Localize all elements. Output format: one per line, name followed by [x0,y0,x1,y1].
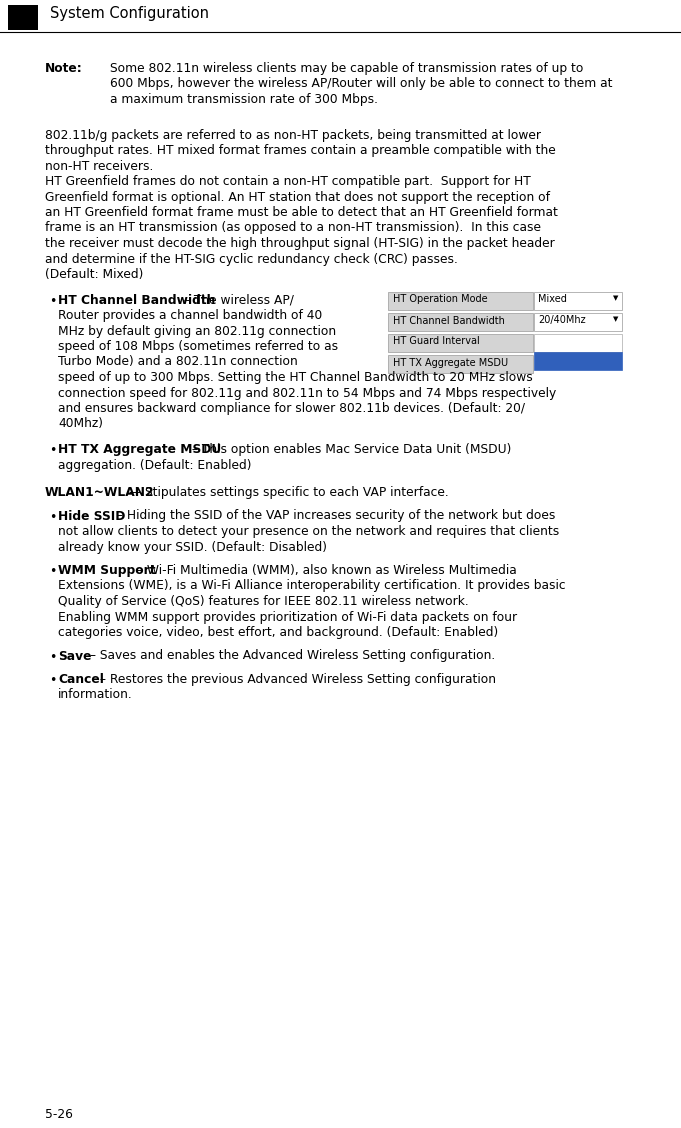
Bar [388,312,533,331]
Text: 600 Mbps, however the wireless AP/Router will only be able to connect to them at: 600 Mbps, however the wireless AP/Router… [110,78,612,90]
Text: HT Channel Bandwidth: HT Channel Bandwidth [393,316,505,326]
Text: ▼: ▼ [613,296,618,301]
Text: 20Mhz: 20Mhz [538,336,570,346]
Text: not allow clients to detect your presence on the network and requires that clien: not allow clients to detect your presenc… [58,525,559,538]
Text: HT TX Aggregate MSDU: HT TX Aggregate MSDU [393,358,508,368]
Text: aggregation. (Default: Enabled): aggregation. (Default: Enabled) [58,458,251,472]
Bar [388,334,533,352]
Bar [388,291,533,309]
Text: 5-26: 5-26 [45,1108,73,1121]
Text: speed of 108 Mbps (sometimes referred to as: speed of 108 Mbps (sometimes referred to… [58,340,338,353]
Text: – This option enables Mac Service Data Unit (MSDU): – This option enables Mac Service Data U… [188,443,511,456]
Text: ▼: ▼ [613,317,618,323]
Text: Note:: Note: [45,62,83,74]
Text: Save: Save [58,650,91,662]
Text: 802.11b/g packets are referred to as non-HT packets, being transmitted at lower: 802.11b/g packets are referred to as non… [45,129,541,141]
Text: 20/40Mhz: 20/40Mhz [538,354,586,364]
Text: – Wi-Fi Multimedia (WMM), also known as Wireless Multimedia: – Wi-Fi Multimedia (WMM), also known as … [133,564,517,578]
Text: HT Guard Interval: HT Guard Interval [393,336,479,346]
Bar [534,291,622,309]
Text: Turbo Mode) and a 802.11n connection: Turbo Mode) and a 802.11n connection [58,355,298,369]
Text: Mixed: Mixed [538,294,567,305]
Text: Router provides a channel bandwidth of 40: Router provides a channel bandwidth of 4… [58,309,322,321]
Text: – Restores the previous Advanced Wireless Setting configuration: – Restores the previous Advanced Wireles… [96,673,496,686]
Text: Cancel: Cancel [58,673,104,686]
Text: Enabling WMM support provides prioritization of Wi-Fi data packets on four: Enabling WMM support provides prioritiza… [58,610,517,624]
Text: HT Channel Bandwidth: HT Channel Bandwidth [58,293,215,307]
Text: •: • [49,651,57,663]
Text: and ensures backward compliance for slower 802.11b devices. (Default: 20/: and ensures backward compliance for slow… [58,402,525,415]
Bar [534,352,622,370]
Text: 20/40Mhz: 20/40Mhz [538,316,586,326]
Text: •: • [49,565,57,578]
Bar [534,334,622,352]
Bar [8,5,38,30]
Text: 5: 5 [16,3,31,24]
Text: Extensions (WME), is a Wi-Fi Alliance interoperability certification. It provide: Extensions (WME), is a Wi-Fi Alliance in… [58,580,566,592]
Text: an HT Greenfield format frame must be able to detect that an HT Greenfield forma: an HT Greenfield format frame must be ab… [45,206,558,219]
Text: a maximum transmission rate of 300 Mbps.: a maximum transmission rate of 300 Mbps. [110,92,378,106]
Text: Greenfield format is optional. An HT station that does not support the reception: Greenfield format is optional. An HT sta… [45,191,550,203]
Text: and determine if the HT-SIG cyclic redundancy check (CRC) passes.: and determine if the HT-SIG cyclic redun… [45,253,458,265]
Text: HT TX Aggregate MSDU: HT TX Aggregate MSDU [58,443,221,456]
Text: connection speed for 802.11g and 802.11n to 54 Mbps and 74 Mbps respectively: connection speed for 802.11g and 802.11n… [58,387,556,399]
Text: – Hiding the SSID of the VAP increases security of the network but does: – Hiding the SSID of the VAP increases s… [113,510,556,522]
Text: System Configuration: System Configuration [50,6,209,21]
Text: frame is an HT transmission (as opposed to a non-HT transmission).  In this case: frame is an HT transmission (as opposed … [45,221,541,235]
Text: •: • [49,444,57,457]
Text: •: • [49,294,57,308]
Text: •: • [49,511,57,523]
Text: – The wireless AP/: – The wireless AP/ [180,293,294,307]
Text: speed of up to 300 Mbps. Setting the HT Channel Bandwidth to 20 MHz slows: speed of up to 300 Mbps. Setting the HT … [58,371,533,384]
Text: categories voice, video, best effort, and background. (Default: Enabled): categories voice, video, best effort, an… [58,626,498,638]
Text: throughput rates. HT mixed format frames contain a preamble compatible with the: throughput rates. HT mixed format frames… [45,144,556,157]
Text: Quality of Service (QoS) features for IEEE 802.11 wireless network.: Quality of Service (QoS) features for IE… [58,594,469,608]
Text: non-HT receivers.: non-HT receivers. [45,159,153,173]
Text: Hide SSID: Hide SSID [58,510,125,522]
Text: the receiver must decode the high throughput signal (HT-SIG) in the packet heade: the receiver must decode the high throug… [45,237,555,250]
Text: •: • [49,675,57,687]
Bar [534,312,622,331]
Text: (Default: Mixed): (Default: Mixed) [45,268,144,281]
Text: information.: information. [58,688,133,702]
Text: 40Mhz): 40Mhz) [58,417,103,431]
Text: Some 802.11n wireless clients may be capable of transmission rates of up to: Some 802.11n wireless clients may be cap… [110,62,584,74]
Text: MHz by default giving an 802.11g connection: MHz by default giving an 802.11g connect… [58,325,336,337]
Text: HT Greenfield frames do not contain a non-HT compatible part.  Support for HT: HT Greenfield frames do not contain a no… [45,175,530,188]
Text: already know your SSID. (Default: Disabled): already know your SSID. (Default: Disabl… [58,540,327,554]
Text: WLAN1~WLAN2: WLAN1~WLAN2 [45,486,155,499]
Text: HT Operation Mode: HT Operation Mode [393,294,488,305]
Bar [388,354,533,372]
Text: — Stipulates settings specific to each VAP interface.: — Stipulates settings specific to each V… [125,486,449,499]
Text: – Saves and enables the Advanced Wireless Setting configuration.: – Saves and enables the Advanced Wireles… [86,650,495,662]
Text: WMM Support: WMM Support [58,564,155,578]
